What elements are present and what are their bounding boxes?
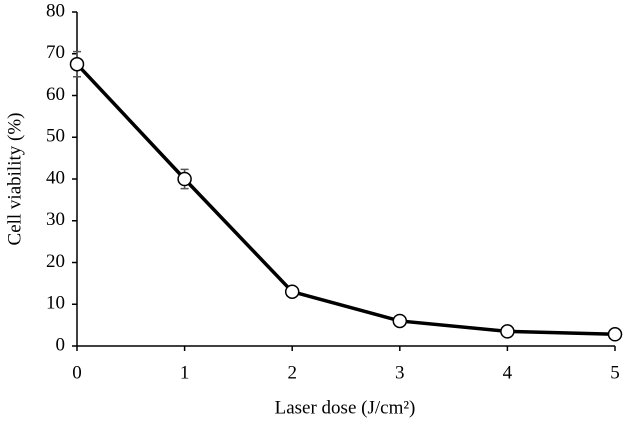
data-point <box>500 324 515 339</box>
y-tick-label: 70 <box>46 42 65 63</box>
x-tick-label: 2 <box>287 362 297 383</box>
y-tick-label: 30 <box>46 209 65 230</box>
x-tick-label: 4 <box>503 362 513 383</box>
y-tick-label: 80 <box>46 0 65 21</box>
data-point <box>607 327 623 342</box>
x-tick-label: 3 <box>395 362 405 383</box>
y-tick-label: 50 <box>46 126 65 147</box>
x-tick-label: 1 <box>180 362 190 383</box>
data-point <box>284 284 300 299</box>
x-tick-label: 0 <box>72 362 82 383</box>
y-tick-label: 0 <box>56 334 66 355</box>
data-point <box>177 171 192 187</box>
y-tick-label: 40 <box>46 167 65 188</box>
data-point <box>392 313 408 329</box>
x-tick-label: 5 <box>610 362 620 383</box>
y-tick-label: 20 <box>46 251 65 272</box>
x-axis-label: Laser dose (J/cm²) <box>275 397 416 418</box>
y-tick-label: 10 <box>46 293 65 314</box>
y-tick-label: 60 <box>46 84 65 105</box>
data-point <box>69 56 85 72</box>
y-axis-label: Cell viability (%) <box>4 113 25 246</box>
data-line <box>75 62 616 337</box>
